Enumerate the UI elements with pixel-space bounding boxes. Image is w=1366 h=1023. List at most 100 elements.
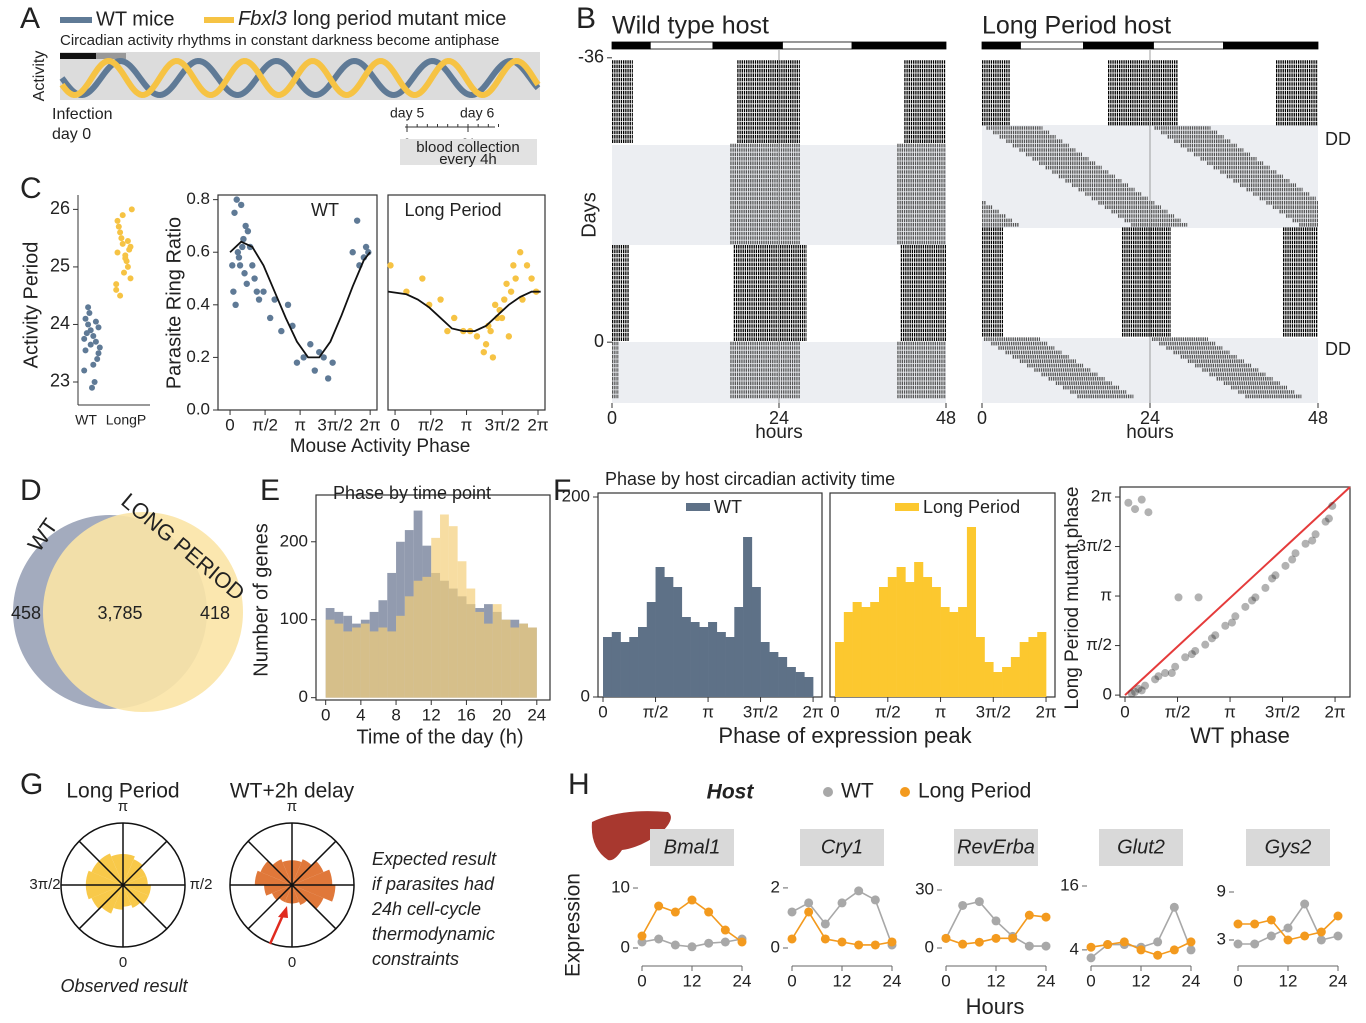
histogram-bar (699, 627, 708, 697)
point (1334, 912, 1343, 921)
point (704, 939, 713, 948)
point (1308, 537, 1316, 545)
point (419, 275, 425, 281)
point (1195, 593, 1203, 601)
x-tick-label: 3π/2 (1265, 702, 1300, 721)
point (118, 235, 124, 241)
subtitle: Circadian activity rhythms in constant d… (60, 32, 499, 49)
panel-label: E (260, 474, 280, 507)
point (1328, 502, 1336, 510)
x-tick-label: 0 (1086, 971, 1095, 990)
histogram-bar (985, 662, 994, 697)
point (113, 281, 119, 287)
y-tick-label: 3 (1217, 929, 1226, 948)
histogram-bar (361, 624, 370, 698)
histogram-bar (769, 652, 778, 697)
x-axis-label: Time of the day (h) (356, 726, 523, 748)
y-tick-label: 0.2 (186, 347, 210, 366)
point (638, 932, 647, 941)
point (528, 275, 534, 281)
point (121, 270, 127, 276)
x-axis-label: hours (755, 422, 803, 443)
caption: thermodynamic (372, 924, 495, 944)
panel-title: WT+2h delay (230, 780, 355, 803)
point (120, 241, 126, 247)
x-tick-label: π (702, 702, 714, 721)
histogram-bar (853, 602, 862, 697)
point (942, 934, 951, 943)
point (325, 375, 331, 381)
point (738, 938, 747, 947)
histogram-bar (352, 628, 361, 698)
histogram-bar (976, 637, 985, 697)
y-axis-label: Number of genes (250, 523, 272, 676)
light-bar (1154, 42, 1224, 49)
x-tick-label: 12 (683, 971, 702, 990)
x-tick-label: WT (75, 412, 97, 428)
x-tick-label: 2π (802, 702, 823, 721)
x-tick-label: 24 (1329, 971, 1348, 990)
histogram-bar (414, 581, 423, 698)
point (1154, 672, 1162, 680)
legend-label: WT mice (96, 8, 175, 30)
point (704, 908, 713, 917)
point (474, 333, 480, 339)
x-tick-label: 2π (360, 415, 381, 434)
point (239, 244, 245, 250)
point (788, 934, 797, 943)
gene-label: Bmal1 (664, 836, 721, 858)
point (499, 315, 505, 321)
page: { "panel_labels": ["A","B","C","D","E","… (0, 0, 1366, 1023)
point (1187, 937, 1196, 946)
histogram-bar (510, 628, 519, 698)
point (1042, 913, 1051, 922)
x-axis-label: Hours (966, 994, 1025, 1019)
panel-title: Long Period (66, 780, 179, 803)
point (1248, 597, 1256, 605)
histogram-bar (743, 537, 752, 697)
y-axis-label: Expression (562, 873, 585, 977)
gene-label: Cry1 (821, 836, 863, 858)
y-axis-label: Activity (31, 51, 48, 102)
panel-label: A (20, 2, 40, 35)
point (992, 916, 1001, 925)
annotation: day 5 (390, 105, 424, 121)
point (1317, 936, 1326, 945)
x-tick-label: 0 (390, 415, 399, 434)
point (86, 310, 92, 316)
legend-dot (900, 787, 910, 797)
legend-swatch (895, 503, 919, 511)
histogram-bar (708, 622, 717, 697)
y-tick-label: 24 (50, 313, 70, 333)
panel-label: C (20, 172, 42, 205)
histogram-bar (326, 620, 335, 698)
point (229, 262, 235, 268)
legend-label: WT (841, 780, 874, 803)
histogram-bar (734, 607, 743, 697)
light-bar (852, 42, 946, 49)
histogram-bar (691, 622, 700, 697)
point (249, 262, 255, 268)
panel-label: B (576, 2, 596, 35)
point (1208, 634, 1216, 642)
point (349, 249, 355, 255)
histogram-bar (1002, 667, 1011, 697)
x-tick-label: 0 (941, 971, 950, 990)
y-tick-label: 9 (1217, 881, 1226, 900)
panel-title: Wild type host (612, 12, 769, 40)
y-tick-label: 26 (50, 198, 70, 218)
point (285, 302, 291, 308)
histogram-bar (888, 577, 897, 697)
legend-label: WT (714, 497, 742, 517)
point (1103, 940, 1112, 949)
point (294, 359, 300, 365)
point (115, 218, 121, 224)
point (354, 217, 360, 223)
point (1170, 903, 1179, 912)
point (1250, 940, 1259, 949)
y-tick-label: 0.8 (186, 189, 210, 208)
point (1128, 690, 1136, 698)
point (804, 907, 813, 916)
light-bar (612, 42, 650, 49)
annotation: DD (1325, 339, 1351, 359)
